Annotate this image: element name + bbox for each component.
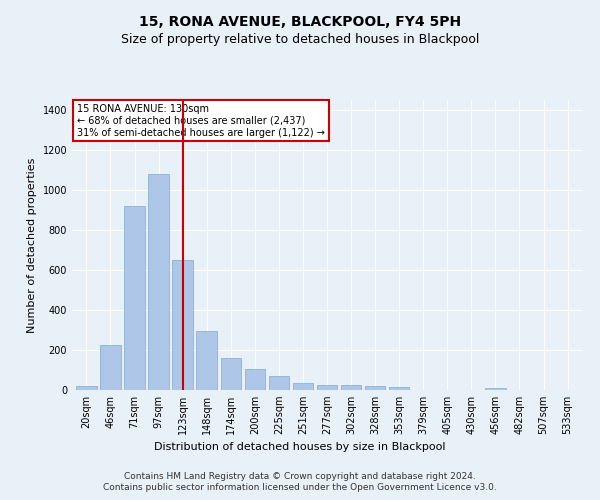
- Text: 15, RONA AVENUE, BLACKPOOL, FY4 5PH: 15, RONA AVENUE, BLACKPOOL, FY4 5PH: [139, 15, 461, 29]
- Bar: [365, 386, 385, 390]
- Text: Contains HM Land Registry data © Crown copyright and database right 2024.
Contai: Contains HM Land Registry data © Crown c…: [103, 472, 497, 492]
- Bar: [293, 382, 313, 390]
- Bar: [76, 386, 97, 390]
- Bar: [245, 368, 265, 390]
- Text: Size of property relative to detached houses in Blackpool: Size of property relative to detached ho…: [121, 32, 479, 46]
- Bar: [485, 388, 506, 390]
- Bar: [269, 376, 289, 390]
- Bar: [100, 345, 121, 390]
- Bar: [389, 388, 409, 390]
- Bar: [148, 174, 169, 390]
- Text: 15 RONA AVENUE: 130sqm
← 68% of detached houses are smaller (2,437)
31% of semi-: 15 RONA AVENUE: 130sqm ← 68% of detached…: [77, 104, 325, 138]
- Bar: [172, 260, 193, 390]
- Y-axis label: Number of detached properties: Number of detached properties: [27, 158, 37, 332]
- Bar: [341, 385, 361, 390]
- Bar: [196, 331, 217, 390]
- Text: Distribution of detached houses by size in Blackpool: Distribution of detached houses by size …: [154, 442, 446, 452]
- Bar: [124, 206, 145, 390]
- Bar: [317, 385, 337, 390]
- Bar: [221, 358, 241, 390]
